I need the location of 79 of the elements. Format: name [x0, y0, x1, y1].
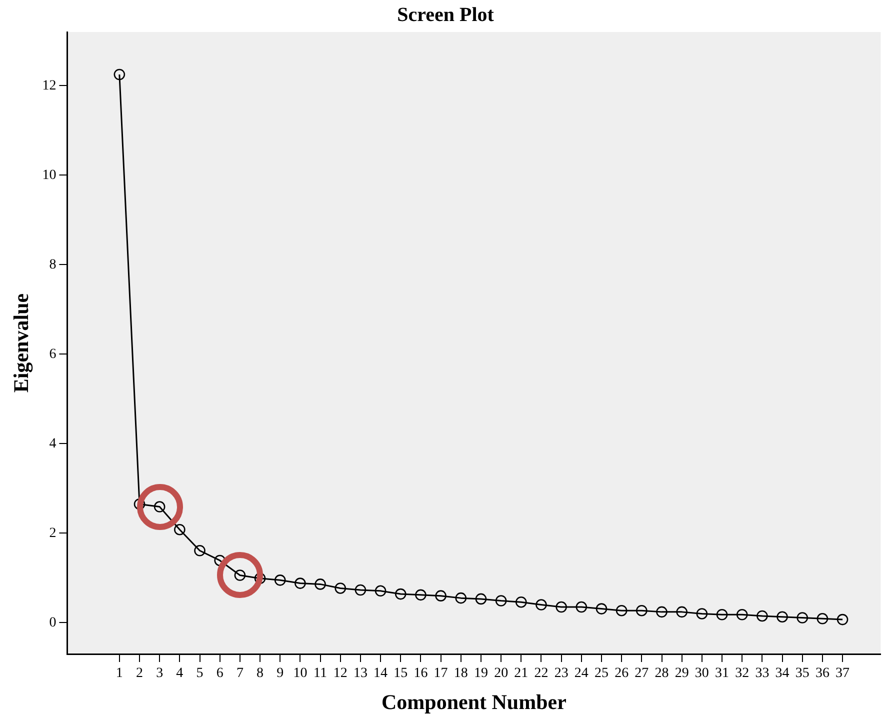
x-tick-label: 30 [694, 666, 709, 682]
point [334, 582, 346, 594]
point [294, 578, 306, 589]
y-tick-label: 10 [42, 168, 56, 183]
point [495, 595, 507, 606]
x-tick-label: 28 [654, 666, 669, 682]
x-tick-label: 4 [176, 666, 184, 682]
x-tick-label: 14 [374, 666, 388, 682]
point [656, 606, 668, 618]
x-tick-label: 18 [454, 666, 468, 682]
x-tick-label: 11 [314, 666, 328, 682]
point [435, 590, 446, 602]
x-tick-label: 15 [394, 666, 408, 682]
x-tick-label: 33 [755, 666, 770, 682]
point [816, 613, 828, 624]
point [374, 585, 386, 597]
y-tick-label: 6 [49, 346, 56, 362]
y-axis-title: Eigenvalue [9, 293, 34, 393]
x-tick-label: 17 [434, 666, 448, 682]
point [475, 593, 487, 605]
x-tick-label: 5 [196, 666, 204, 682]
x-tick-label: 32 [735, 666, 750, 682]
point [776, 611, 788, 623]
point [556, 601, 567, 613]
x-tick-label: 22 [534, 666, 548, 682]
point [174, 524, 186, 536]
point [756, 610, 768, 622]
point [114, 68, 126, 80]
point [736, 608, 748, 620]
x-tick-label: 10 [293, 666, 308, 682]
x-tick-label: 23 [554, 666, 568, 682]
x-tick-label: 27 [634, 666, 649, 682]
x-tick-label: 6 [216, 666, 224, 682]
x-tick-label: 34 [775, 666, 790, 682]
y-tick-label: 8 [49, 257, 56, 272]
x-tick-label: 12 [333, 666, 348, 682]
x-tick-label: 7 [236, 666, 244, 682]
x-tick-label: 19 [474, 666, 488, 682]
x-tick-label: 26 [614, 666, 629, 682]
y-tick-label: 12 [42, 78, 56, 94]
x-tick-label: 20 [494, 666, 508, 682]
y-tick-label: 2 [49, 526, 56, 541]
point [696, 608, 708, 620]
x-tick-label: 35 [795, 666, 810, 682]
point [536, 599, 547, 610]
x-tick-label: 16 [414, 666, 428, 682]
point [596, 603, 608, 614]
x-tick-label: 31 [715, 666, 730, 682]
point [516, 596, 527, 608]
y-tick-label: 0 [49, 615, 56, 630]
x-tick-label: 25 [594, 666, 608, 682]
point [274, 574, 286, 586]
x-tick-label: 2 [136, 666, 144, 682]
point [354, 584, 366, 596]
point [836, 614, 848, 626]
point [394, 588, 406, 600]
point [576, 601, 588, 613]
chart-title: Screen Plot [397, 4, 494, 26]
x-tick-label: 37 [836, 666, 850, 682]
x-tick-label: 9 [276, 666, 284, 682]
point [455, 592, 467, 604]
x-tick-label: 21 [514, 666, 528, 682]
point [796, 612, 808, 624]
x-tick-label: 8 [256, 666, 264, 682]
point [636, 604, 648, 616]
point [194, 544, 206, 556]
point [616, 604, 628, 616]
point [314, 578, 326, 590]
x-tick-label: 36 [815, 666, 830, 682]
x-tick-label: 24 [574, 666, 588, 682]
point [415, 589, 426, 601]
point [716, 608, 728, 620]
x-axis-title: Component Number [381, 690, 566, 714]
y-tick-label: 4 [49, 436, 56, 452]
x-tick-label: 13 [353, 666, 368, 682]
x-tick-label: 1 [116, 666, 123, 682]
x-tick-label: 29 [674, 666, 689, 682]
point [676, 606, 688, 618]
x-tick-label: 3 [156, 666, 164, 682]
